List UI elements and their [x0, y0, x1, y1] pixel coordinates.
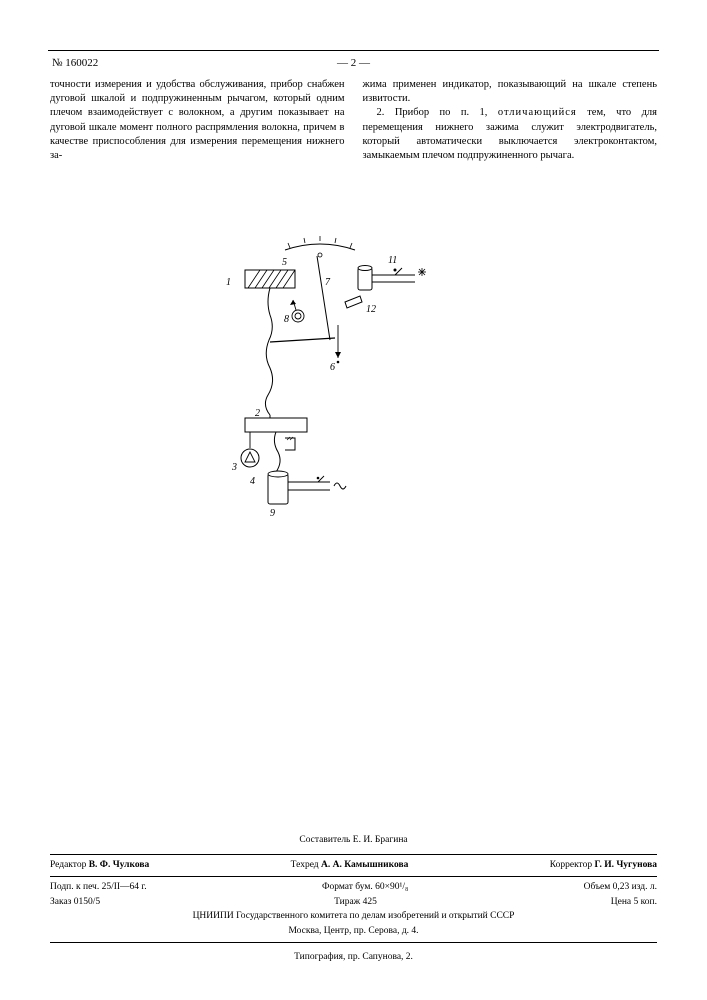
figure-svg: 1 5 7 8 11: [190, 230, 510, 550]
format: Формат бум. 60×90¹/₈: [322, 881, 408, 894]
svg-text:12: 12: [366, 304, 376, 315]
corrector: Корректор Г. И. Чугунова: [550, 859, 657, 872]
tech-editor: Техред А. А. Камышникова: [291, 859, 409, 872]
credits-row: Редактор В. Ф. Чулкова Техред А. А. Камы…: [50, 858, 657, 873]
svg-text:8: 8: [284, 314, 289, 325]
svg-text:4: 4: [250, 476, 255, 487]
svg-text:1: 1: [226, 277, 231, 288]
page-number: — 2 —: [0, 56, 707, 71]
content-area: точности измерения и удобства обслуживан…: [50, 78, 657, 163]
price: Цена 5 коп.: [611, 896, 657, 909]
right-top-text: жима применен индикатор, показывающий на…: [363, 79, 658, 104]
print-info-row1: Подп. к печ. 25/II—64 г. Формат бум. 60×…: [50, 880, 657, 895]
claim2-spaced: отличающийся: [498, 107, 577, 118]
footer: Составитель Е. И. Брагина Редактор В. Ф.…: [50, 832, 657, 946]
typography-line: Типография, пр. Сапунова, 2.: [0, 951, 707, 964]
print-info-row2: Заказ 0150/5 Тираж 425 Цена 5 коп.: [50, 895, 657, 910]
svg-text:3: 3: [231, 462, 237, 473]
volume: Объем 0,23 изд. л.: [584, 881, 657, 894]
organization: ЦНИИПИ Государственного комитета по дела…: [50, 909, 657, 924]
editor: Редактор В. Ф. Чулкова: [50, 859, 149, 872]
svg-text:9: 9: [270, 508, 275, 519]
svg-text:11: 11: [388, 255, 397, 266]
svg-text:6: 6: [330, 362, 335, 373]
sign-date: Подп. к печ. 25/II—64 г.: [50, 881, 147, 894]
order: Заказ 0150/5: [50, 896, 100, 909]
svg-text:2: 2: [255, 408, 260, 419]
claim2-prefix: 2. Прибор по п. 1,: [363, 107, 498, 118]
address: Москва, Центр, пр. Серова, д. 4.: [50, 924, 657, 939]
body-columns: точности измерения и удобства обслуживан…: [50, 78, 657, 163]
column-right: жима применен индикатор, показывающий на…: [363, 78, 658, 163]
column-left: точности измерения и удобства обслуживан…: [50, 78, 345, 163]
svg-text:5: 5: [282, 257, 287, 268]
technical-figure: 1 5 7 8 11: [190, 230, 510, 550]
print-run: Тираж 425: [334, 896, 377, 909]
svg-text:7: 7: [325, 277, 331, 288]
compiler-line: Составитель Е. И. Брагина: [50, 832, 657, 851]
